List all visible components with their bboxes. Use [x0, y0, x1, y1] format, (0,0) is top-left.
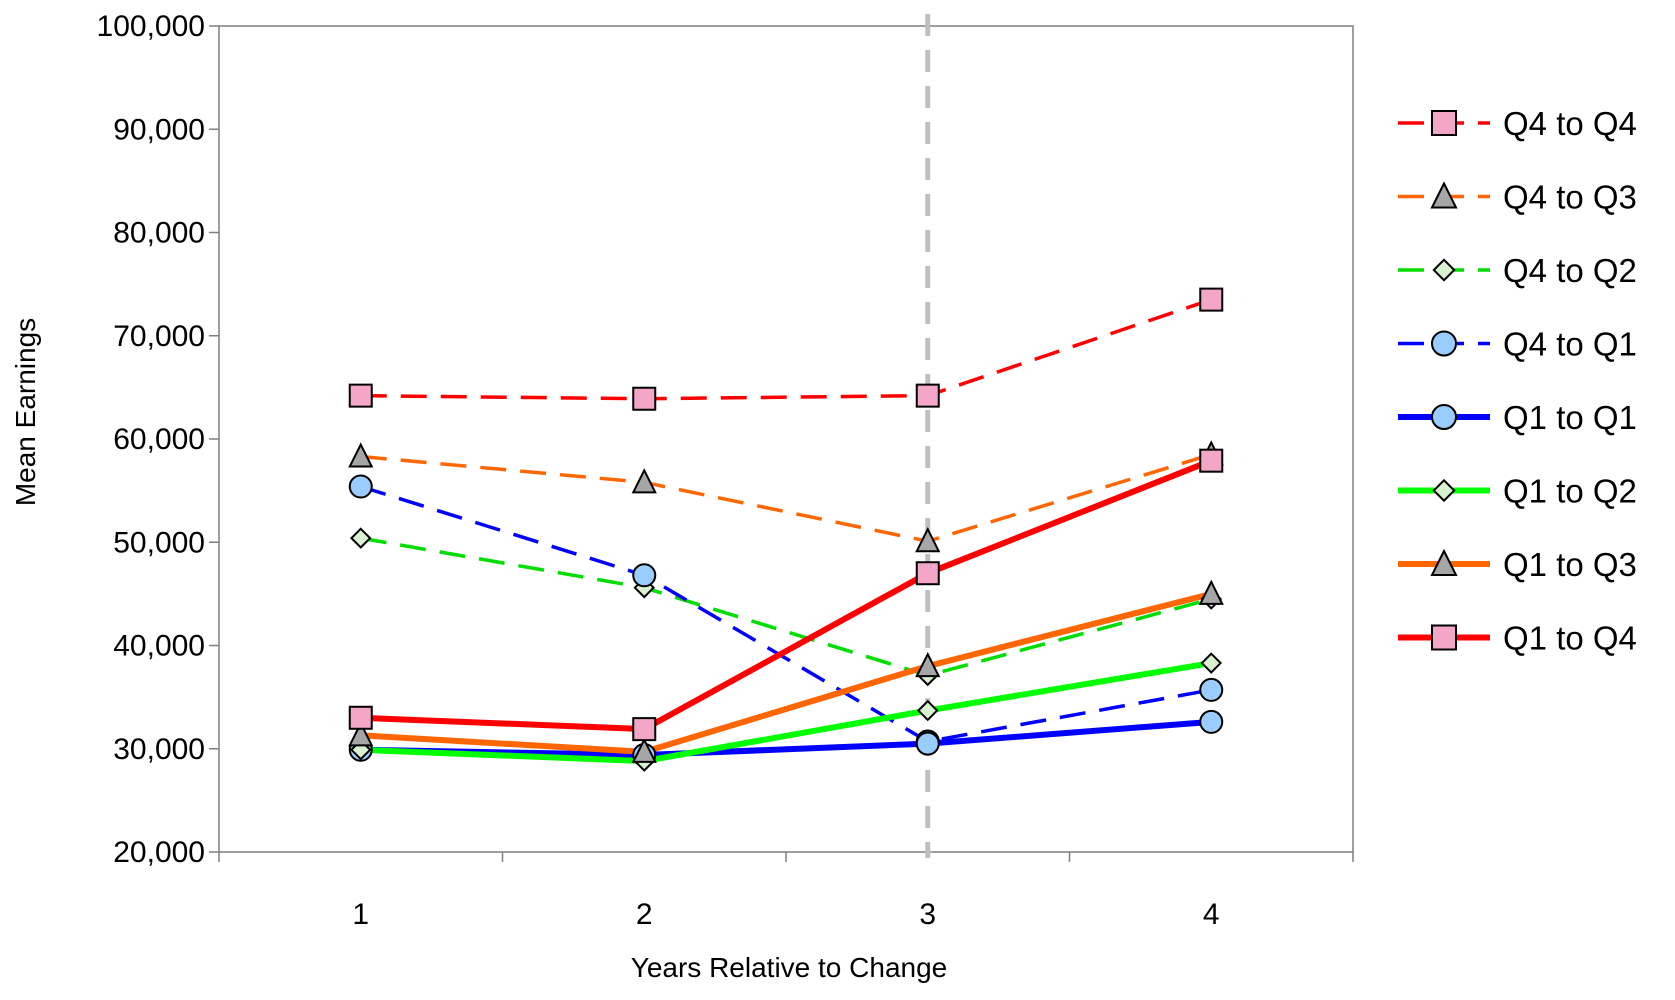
- triangle-marker: [915, 651, 941, 678]
- legend-item: Q4 to Q1: [1398, 326, 1637, 363]
- circle-marker: [348, 474, 373, 499]
- legend-label: Q4 to Q1: [1503, 326, 1637, 363]
- triangle-marker: [348, 721, 374, 747]
- circle-marker: [1431, 330, 1457, 357]
- triangle-marker: [915, 526, 941, 553]
- y-tick-label: 80,000: [113, 217, 205, 250]
- series-points-q1-to-q3: [348, 579, 1224, 763]
- legend-label: Q4 to Q4: [1503, 105, 1637, 142]
- legend-item: Q1 to Q4: [1398, 620, 1637, 657]
- series-line-q4-to-q1: [360, 484, 1212, 744]
- series-line-q1-to-q2: [360, 660, 1212, 765]
- plot-border: [218, 25, 1354, 853]
- circle-marker: [1199, 677, 1224, 702]
- legend-item: Q4 to Q2: [1398, 252, 1637, 289]
- legend-item: Q4 to Q4: [1398, 105, 1637, 142]
- series-points-q4-to-q4: [348, 287, 1224, 411]
- square-marker: [915, 383, 940, 408]
- square-marker: [1431, 624, 1457, 651]
- x-tick-label: 3: [919, 898, 936, 931]
- triangle-marker: [631, 468, 657, 494]
- legend-item: Q4 to Q3: [1398, 179, 1637, 216]
- series-line-q4-to-q4: [360, 297, 1212, 401]
- legend-label: Q1 to Q3: [1503, 546, 1637, 583]
- x-tick-label: 4: [1203, 898, 1220, 931]
- legend-label: Q1 to Q2: [1503, 473, 1637, 510]
- y-axis-title: Mean Earnings: [10, 318, 41, 506]
- diamond-marker: [1432, 258, 1456, 282]
- legend-item: Q1 to Q1: [1398, 399, 1637, 436]
- legend-label: Q4 to Q2: [1503, 252, 1637, 289]
- series-lines: [360, 297, 1213, 765]
- square-marker: [348, 383, 373, 408]
- series-line-q1-to-q3: [360, 590, 1212, 755]
- series-markers: [348, 287, 1224, 772]
- square-marker: [632, 717, 657, 742]
- square-marker: [915, 561, 940, 586]
- circle-marker: [1431, 404, 1457, 430]
- diamond-marker: [349, 527, 372, 549]
- series-points-q4-to-q2: [349, 527, 1223, 687]
- legend-label: Q4 to Q3: [1503, 179, 1637, 216]
- triangle-marker: [348, 442, 374, 468]
- series-line-q1-to-q4: [360, 457, 1213, 733]
- square-marker: [632, 386, 657, 411]
- series-line-q1-to-q1: [360, 718, 1212, 758]
- x-tick-label: 2: [636, 898, 653, 931]
- x-tick-label: 1: [352, 898, 369, 931]
- x-axis-title: Years Relative to Change: [631, 952, 948, 983]
- y-axis: 20,000 30,000 40,000 50,000 60,000 70,000 80,0…: [97, 10, 219, 869]
- triangle-marker: [1430, 548, 1458, 576]
- triangle-marker: [1430, 181, 1458, 209]
- square-marker: [1199, 287, 1224, 312]
- plot-area: [218, 25, 1354, 853]
- y-tick-label: 60,000: [113, 423, 205, 456]
- legend-label: Q1 to Q1: [1503, 399, 1637, 436]
- legend: Q4 to Q4 Q4 to Q3 Q4 to Q2 Q4 to Q1 Q1 to Q1…: [1398, 105, 1637, 657]
- circle-marker: [915, 731, 940, 756]
- series-line-q4-to-q2: [360, 536, 1212, 678]
- circle-marker: [632, 563, 657, 588]
- diamond-marker: [1200, 652, 1223, 674]
- diamond-marker: [916, 699, 939, 722]
- x-axis: 1 2 3 4: [218, 852, 1354, 931]
- square-marker: [1199, 448, 1224, 473]
- y-tick-label: 70,000: [113, 320, 205, 353]
- legend-label: Q1 to Q4: [1503, 620, 1637, 657]
- series-layer: [348, 287, 1224, 772]
- square-marker: [348, 705, 373, 730]
- diamond-marker: [1432, 478, 1456, 503]
- series-line-q4-to-q3: [360, 452, 1212, 543]
- series-points-q1-to-q4: [348, 448, 1224, 742]
- y-tick-label: 90,000: [113, 113, 205, 146]
- circle-marker: [1199, 709, 1224, 734]
- y-tick-label: 30,000: [113, 733, 205, 766]
- legend-item: Q1 to Q3: [1398, 546, 1637, 583]
- triangle-marker: [631, 737, 657, 763]
- legend-item: Q1 to Q2: [1398, 473, 1637, 510]
- y-tick-label: 50,000: [113, 526, 205, 559]
- series-points-q4-to-q3: [348, 440, 1224, 553]
- y-tick-label: 20,000: [113, 836, 205, 869]
- triangle-marker: [1198, 579, 1224, 605]
- y-tick-label: 100,000: [97, 10, 205, 43]
- square-marker: [1431, 110, 1457, 136]
- y-tick-label: 40,000: [113, 630, 205, 663]
